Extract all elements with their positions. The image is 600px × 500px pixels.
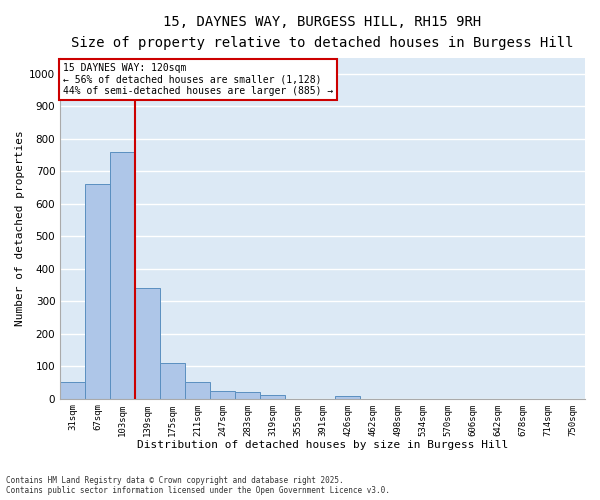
Bar — [60, 382, 85, 398]
Bar — [110, 152, 135, 398]
Bar — [235, 392, 260, 398]
Bar — [160, 363, 185, 398]
Bar — [185, 382, 210, 398]
Text: 15 DAYNES WAY: 120sqm
← 56% of detached houses are smaller (1,128)
44% of semi-d: 15 DAYNES WAY: 120sqm ← 56% of detached … — [63, 63, 333, 96]
X-axis label: Distribution of detached houses by size in Burgess Hill: Distribution of detached houses by size … — [137, 440, 508, 450]
Text: Contains HM Land Registry data © Crown copyright and database right 2025.
Contai: Contains HM Land Registry data © Crown c… — [6, 476, 390, 495]
Bar — [135, 288, 160, 399]
Y-axis label: Number of detached properties: Number of detached properties — [15, 130, 25, 326]
Bar — [260, 394, 285, 398]
Bar — [210, 390, 235, 398]
Bar — [335, 396, 360, 398]
Title: 15, DAYNES WAY, BURGESS HILL, RH15 9RH
Size of property relative to detached hou: 15, DAYNES WAY, BURGESS HILL, RH15 9RH S… — [71, 15, 574, 50]
Bar — [85, 184, 110, 398]
